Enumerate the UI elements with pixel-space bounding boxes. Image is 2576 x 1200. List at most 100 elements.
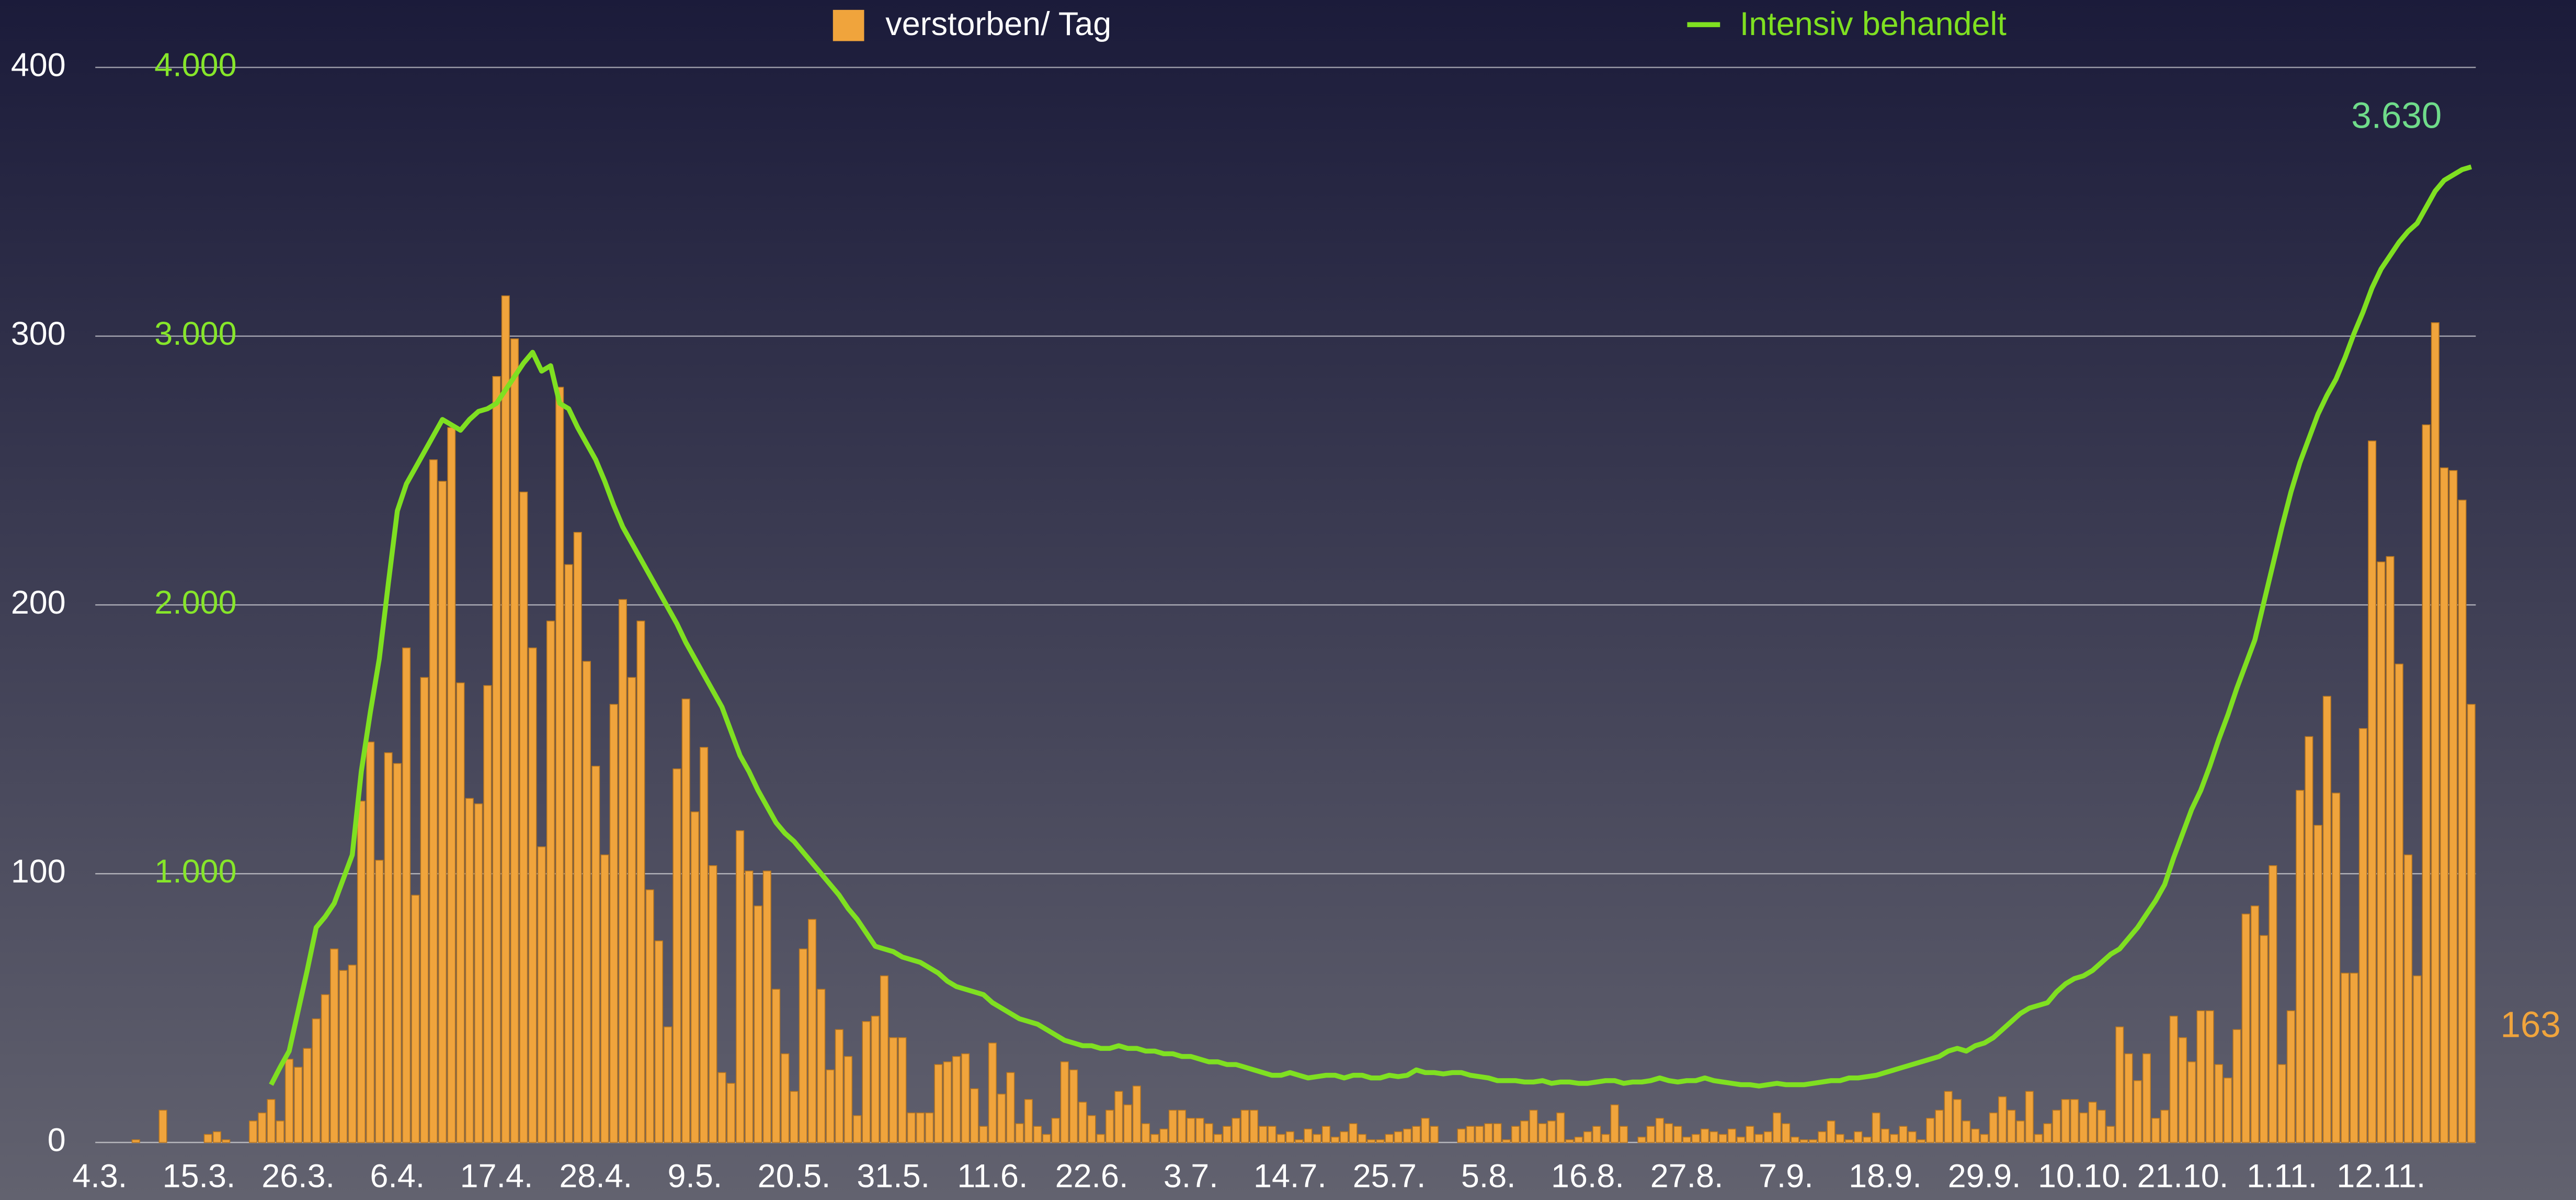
y-tick-label: 300 xyxy=(11,315,66,352)
bar xyxy=(1240,1110,1249,1143)
bar xyxy=(447,427,456,1143)
bar xyxy=(1808,1139,1818,1143)
data-label: 163 xyxy=(2500,1004,2560,1045)
bar xyxy=(348,965,357,1143)
bar xyxy=(1962,1120,1971,1143)
bar xyxy=(1953,1099,1962,1143)
bar xyxy=(2241,913,2250,1143)
bar xyxy=(898,1037,907,1143)
bar xyxy=(1890,1134,1899,1143)
bar xyxy=(636,620,645,1143)
bar xyxy=(555,387,564,1143)
bar xyxy=(2016,1120,2025,1143)
bar xyxy=(1754,1134,1763,1143)
bar xyxy=(1556,1112,1565,1143)
bar xyxy=(2079,1112,2088,1143)
bar xyxy=(483,685,492,1143)
bar xyxy=(690,811,699,1143)
bar xyxy=(519,491,528,1143)
bar xyxy=(1935,1110,1944,1143)
bar xyxy=(1394,1131,1403,1143)
bar xyxy=(1502,1139,1511,1143)
bar xyxy=(1899,1126,1908,1143)
bar xyxy=(222,1139,231,1143)
bar xyxy=(528,647,537,1143)
y2-tick-label: 1.000 xyxy=(154,853,236,890)
bar xyxy=(2178,1037,2187,1143)
bar xyxy=(1908,1131,1917,1143)
y-tick-label: 200 xyxy=(11,584,66,621)
bar xyxy=(2449,470,2458,1143)
bar xyxy=(609,704,618,1143)
bar xyxy=(1691,1134,1700,1143)
bar xyxy=(276,1120,284,1143)
legend-swatch xyxy=(833,9,864,41)
bar xyxy=(375,859,384,1143)
bar xyxy=(1872,1112,1880,1143)
bar xyxy=(366,741,375,1143)
bar xyxy=(1195,1117,1204,1143)
x-tick-label: 1.11. xyxy=(2247,1158,2317,1195)
bar xyxy=(853,1115,862,1143)
bar xyxy=(1096,1134,1105,1143)
bar xyxy=(1376,1139,1385,1143)
bar xyxy=(2358,728,2367,1143)
x-tick-label: 5.8. xyxy=(1461,1158,1516,1195)
bar xyxy=(1141,1123,1150,1143)
x-tick-label: 3.7. xyxy=(1164,1158,1218,1195)
bar xyxy=(970,1088,979,1143)
x-tick-label: 25.7. xyxy=(1353,1158,1426,1195)
bar xyxy=(1313,1134,1321,1143)
bar xyxy=(2413,975,2422,1143)
bar xyxy=(808,919,817,1143)
bar xyxy=(1673,1126,1682,1143)
y-tick-label: 400 xyxy=(11,47,66,83)
bar xyxy=(158,1110,167,1143)
bar xyxy=(1385,1134,1394,1143)
bar xyxy=(1223,1126,1232,1143)
bar xyxy=(411,895,420,1143)
bar xyxy=(681,698,690,1143)
legend-label: Intensiv behandelt xyxy=(1740,6,2007,42)
bar xyxy=(1998,1096,2007,1143)
bar xyxy=(438,481,447,1143)
bar xyxy=(492,376,501,1143)
bar xyxy=(2115,1026,2124,1143)
bar xyxy=(1457,1128,1466,1143)
bar xyxy=(1799,1139,1808,1143)
bar xyxy=(2205,1010,2214,1143)
bar xyxy=(1737,1136,1746,1143)
bar xyxy=(2350,972,2358,1143)
bar xyxy=(1727,1128,1736,1143)
bar xyxy=(754,905,762,1143)
bar xyxy=(1340,1131,1349,1143)
bar xyxy=(2025,1091,2034,1143)
bar xyxy=(1232,1117,1240,1143)
bar xyxy=(258,1112,267,1143)
bar xyxy=(817,989,826,1143)
bar xyxy=(1574,1136,1583,1143)
bar xyxy=(1926,1117,1935,1143)
bar xyxy=(1087,1115,1096,1143)
bar xyxy=(1060,1061,1069,1143)
bar xyxy=(402,647,411,1143)
bar xyxy=(1132,1085,1141,1143)
bar xyxy=(1827,1120,1836,1143)
x-tick-label: 15.3. xyxy=(163,1158,236,1195)
bar xyxy=(537,846,546,1143)
x-tick-label: 4.3. xyxy=(72,1158,127,1195)
y-tick-label: 0 xyxy=(48,1122,66,1159)
bar xyxy=(2106,1126,2115,1143)
bar xyxy=(131,1139,140,1143)
bar xyxy=(1367,1139,1376,1143)
bar xyxy=(2341,972,2350,1143)
bar xyxy=(2160,1110,2169,1143)
bar xyxy=(1547,1120,1556,1143)
bar xyxy=(1583,1131,1592,1143)
bar xyxy=(1475,1126,1484,1143)
x-tick-label: 20.5. xyxy=(758,1158,831,1195)
bar xyxy=(1033,1126,1042,1143)
bar xyxy=(1511,1126,1520,1143)
